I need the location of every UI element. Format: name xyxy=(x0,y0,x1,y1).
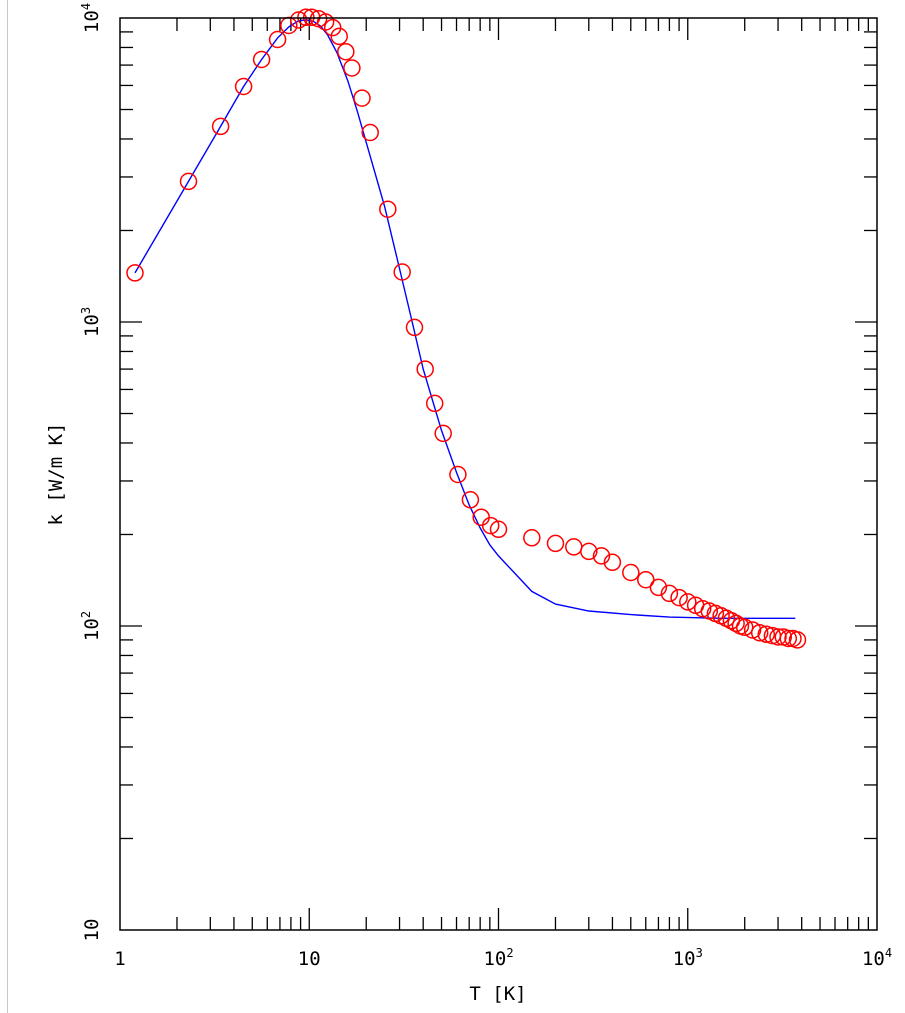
data-point xyxy=(565,538,583,556)
y-axis-label: k [W/m K] xyxy=(45,423,67,526)
data-point xyxy=(788,631,807,649)
data-point xyxy=(757,625,776,643)
measured-points-series xyxy=(126,8,807,649)
y-tick-label: 103 xyxy=(79,307,103,337)
tick-labels: 1 10 102 103 104 10 102 103 104 xyxy=(79,3,892,970)
data-point xyxy=(580,542,598,561)
x-axis-label: T [K] xyxy=(469,983,526,1005)
y-tick-label: 104 xyxy=(79,3,103,33)
data-point xyxy=(337,42,355,61)
x-tick-label: 103 xyxy=(673,946,703,970)
x-tick-label: 104 xyxy=(862,946,892,970)
data-point xyxy=(449,465,467,484)
y-tick-label: 10 xyxy=(81,919,103,942)
data-point xyxy=(425,394,444,413)
x-tick-label: 102 xyxy=(483,946,513,970)
data-point xyxy=(211,117,230,136)
data-point xyxy=(393,263,411,281)
left-divider xyxy=(7,0,8,1013)
data-point xyxy=(679,593,697,611)
model-line xyxy=(134,19,796,619)
data-point xyxy=(670,588,688,607)
data-point xyxy=(361,123,379,142)
data-point xyxy=(727,614,745,633)
data-point xyxy=(622,563,640,582)
data-point xyxy=(126,264,144,282)
data-point xyxy=(434,424,452,443)
data-point xyxy=(234,77,253,96)
x-tick-label: 10 xyxy=(298,948,321,970)
data-point xyxy=(743,621,762,639)
data-point xyxy=(649,578,668,597)
data-point xyxy=(353,89,371,107)
data-point xyxy=(735,618,754,637)
data-point xyxy=(769,628,787,646)
x-tick-label: 1 xyxy=(114,948,125,970)
model-line-series xyxy=(134,19,796,619)
data-point xyxy=(546,534,565,553)
data-point xyxy=(289,11,308,29)
data-point xyxy=(481,516,500,535)
data-point xyxy=(523,529,541,547)
data-point xyxy=(179,172,198,191)
data-point xyxy=(252,50,271,69)
plot-frame xyxy=(119,17,878,931)
data-point xyxy=(280,16,298,35)
data-point xyxy=(489,520,508,539)
data-point xyxy=(379,200,397,218)
axis-ticks xyxy=(120,18,877,930)
data-point xyxy=(461,491,480,509)
data-point xyxy=(343,59,361,77)
data-point xyxy=(416,360,434,378)
data-point xyxy=(779,629,798,648)
data-point xyxy=(405,318,424,337)
data-point xyxy=(637,570,655,589)
data-point xyxy=(750,624,769,642)
data-point xyxy=(603,553,622,572)
data-point xyxy=(592,547,611,565)
data-point xyxy=(660,584,679,603)
y-tick-label: 102 xyxy=(79,611,103,641)
data-point xyxy=(330,27,348,46)
data-point xyxy=(268,30,287,49)
data-point xyxy=(323,18,342,37)
